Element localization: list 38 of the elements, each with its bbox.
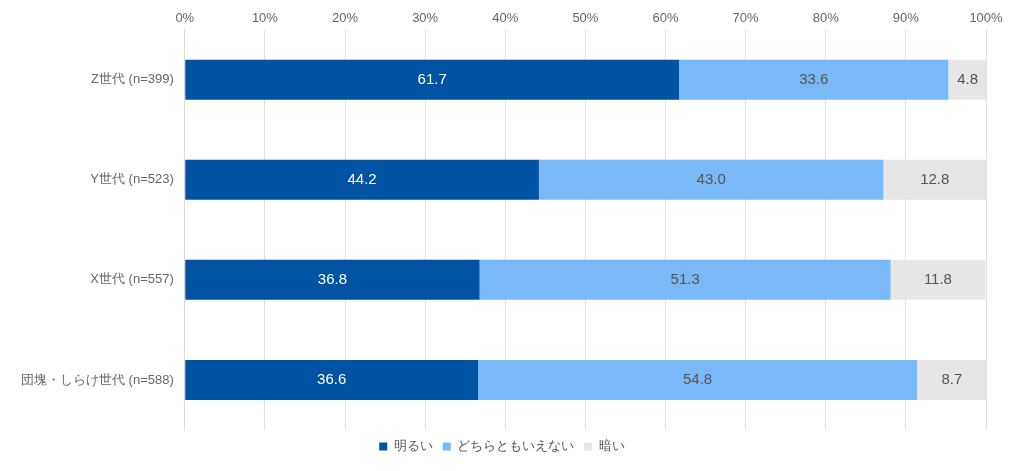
bar — [479, 259, 891, 300]
data-label: 36.8 — [317, 269, 348, 287]
data-label: 12.8 — [920, 169, 950, 187]
x-tick-label: 30% — [412, 10, 439, 26]
legend-label: どちらともいえない — [457, 438, 575, 454]
x-tick-label: 0% — [175, 10, 195, 26]
data-label: 11.8 — [923, 269, 952, 287]
bar — [538, 159, 884, 200]
data-label: 43.0 — [696, 169, 726, 187]
bar — [679, 59, 949, 100]
bar — [185, 159, 539, 200]
data-label: 33.6 — [799, 69, 829, 87]
legend-label: 明るい — [393, 438, 433, 454]
data-label: 61.7 — [417, 69, 447, 87]
data-label: 4.8 — [957, 69, 978, 87]
data-label: 36.6 — [317, 370, 347, 388]
x-tick-label: 70% — [732, 10, 760, 26]
data-label: 8.7 — [941, 370, 963, 388]
x-tick-label: 100% — [969, 10, 1004, 26]
bar — [185, 359, 479, 400]
data-label: 51.3 — [670, 269, 700, 287]
bar — [185, 59, 680, 100]
y-tick-label: Y世代 (n=523) — [90, 171, 174, 187]
x-tick-label: 90% — [892, 10, 920, 26]
x-tick-label: 20% — [332, 10, 359, 26]
x-tick-label: 10% — [251, 10, 279, 26]
legend-label: 暗い — [598, 438, 625, 454]
x-tick-label: 50% — [572, 10, 599, 26]
y-tick-label: Z世代 (n=399) — [91, 71, 174, 87]
x-tick-label: 40% — [492, 10, 519, 26]
bar — [185, 259, 480, 300]
y-tick-label: 団塊・しらけ世代 (n=588) — [20, 371, 174, 387]
data-label: 54.8 — [682, 370, 713, 388]
bar — [478, 359, 918, 400]
data-label: 44.2 — [347, 169, 377, 187]
x-tick-label: 60% — [652, 10, 679, 26]
y-tick-label: X世代 (n=557) — [90, 271, 174, 287]
x-tick-label: 80% — [812, 10, 840, 26]
